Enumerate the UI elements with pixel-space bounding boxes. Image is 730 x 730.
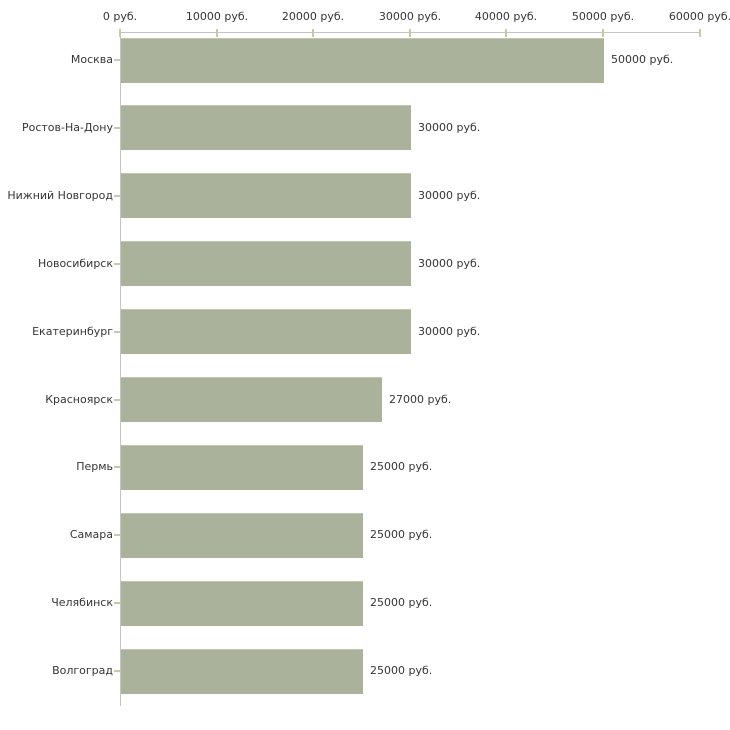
value-label: 30000 руб. xyxy=(418,257,481,270)
y-axis-tick xyxy=(114,127,120,129)
y-axis-tick xyxy=(114,331,120,333)
category-label: Нижний Новгород xyxy=(7,189,113,202)
x-axis-tick xyxy=(505,29,507,37)
value-label: 30000 руб. xyxy=(418,325,481,338)
x-axis-tick-label: 0 руб. xyxy=(102,10,138,23)
category-label: Москва xyxy=(70,53,113,66)
category-label: Самара xyxy=(69,528,113,541)
category-label: Челябинск xyxy=(51,596,113,609)
value-label: 50000 руб. xyxy=(611,53,674,66)
value-label: 30000 руб. xyxy=(418,189,481,202)
y-axis-tick xyxy=(114,466,120,468)
bar xyxy=(121,377,382,422)
y-axis-tick xyxy=(114,195,120,197)
bar xyxy=(121,38,604,83)
bar xyxy=(121,105,411,150)
x-axis-tick xyxy=(699,29,701,37)
y-axis-line xyxy=(120,32,121,706)
x-axis-tick xyxy=(409,29,411,37)
y-axis-tick xyxy=(114,670,120,672)
y-axis-tick xyxy=(114,602,120,604)
bar xyxy=(121,309,411,354)
value-label: 25000 руб. xyxy=(370,596,433,609)
category-label: Екатеринбург xyxy=(32,325,113,338)
category-label: Волгоград xyxy=(52,664,113,677)
x-axis-tick xyxy=(602,29,604,37)
category-label: Ростов-На-Дону xyxy=(21,121,113,134)
bar xyxy=(121,241,411,286)
category-label: Пермь xyxy=(76,460,113,473)
x-axis-tick xyxy=(216,29,218,37)
value-label: 25000 руб. xyxy=(370,528,433,541)
x-axis-tick-label: 10000 руб. xyxy=(185,10,249,23)
x-axis-tick-label: 40000 руб. xyxy=(474,10,538,23)
value-label: 25000 руб. xyxy=(370,664,433,677)
value-label: 30000 руб. xyxy=(418,121,481,134)
bar xyxy=(121,173,411,218)
y-axis-tick xyxy=(114,59,120,61)
category-label: Красноярск xyxy=(45,393,113,406)
x-axis-tick xyxy=(119,29,121,37)
value-label: 25000 руб. xyxy=(370,460,433,473)
x-axis-tick-label: 20000 руб. xyxy=(281,10,345,23)
bar xyxy=(121,581,363,626)
x-axis-tick-label: 50000 руб. xyxy=(571,10,635,23)
y-axis-tick xyxy=(114,263,120,265)
value-label: 27000 руб. xyxy=(389,393,452,406)
bar xyxy=(121,445,363,490)
category-label: Новосибирск xyxy=(37,257,113,270)
bar xyxy=(121,513,363,558)
x-axis-tick-label: 30000 руб. xyxy=(378,10,442,23)
x-axis-tick-label: 60000 руб. xyxy=(668,10,730,23)
bar xyxy=(121,649,363,694)
y-axis-tick xyxy=(114,534,120,536)
y-axis-tick xyxy=(114,399,120,401)
x-axis-tick xyxy=(312,29,314,37)
